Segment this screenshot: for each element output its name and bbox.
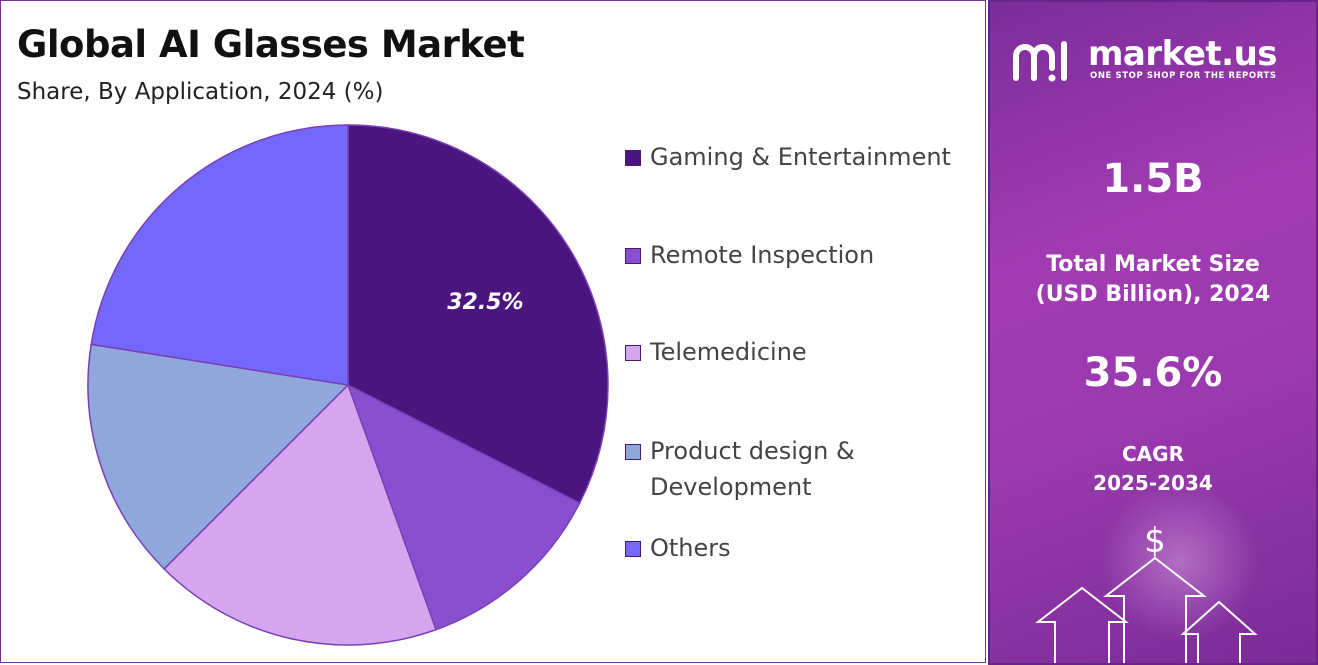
cagr-label: CAGR [1122,442,1184,466]
market-size-label-line2: (USD Billion), 2024 [1035,282,1271,307]
legend-label: Telemedicine [650,338,807,366]
legend-item-remote-inspection: Remote Inspection [625,237,874,273]
cagr-value: 35.6% [1083,350,1223,396]
chart-title: Global AI Glasses Market [17,23,525,66]
growth-arrows-graphic: $ [1035,521,1258,663]
legend-swatch [625,248,641,264]
brand-logo: market.us ONE STOP SHOP FOR THE REPORTS [1012,34,1302,88]
legend-item-product-design: Product design & Development [625,433,855,505]
market-us-logo-icon [1013,41,1067,82]
up-arrow-icon [1180,600,1258,663]
pie-slice-others [90,124,349,386]
pie-slice-telemedicine [163,383,438,646]
brand-tagline: ONE STOP SHOP FOR THE REPORTS [1090,71,1277,81]
pie-data-label: 32.5% [447,290,523,315]
chart-panel: Global AI Glasses Market Share, By Appli… [0,0,986,663]
chart-legend: Gaming & Entertainment Remote Inspection… [625,1,975,664]
legend-item-telemedicine: Telemedicine [625,334,807,370]
cagr-period: 2025-2034 [1093,471,1213,495]
pie-chart: 32.5% [87,124,609,646]
market-size-label-line1: Total Market Size [1046,252,1260,277]
pie-slice-product-design-development [87,343,350,570]
pie-slice-remote-inspection [346,383,581,631]
up-arrow-icon [1103,556,1207,663]
dollar-icon: $ [1144,521,1166,561]
legend-label: Others [650,534,731,562]
market-size-value: 1.5B [1102,156,1204,202]
legend-label: Gaming & Entertainment [650,143,951,171]
legend-swatch [625,541,641,557]
legend-item-gaming: Gaming & Entertainment [625,139,951,175]
pie-slice-gaming-entertainment [347,124,609,505]
legend-swatch [625,150,641,166]
legend-swatch [625,444,641,460]
legend-item-others: Others [625,530,731,566]
brand-name: market.us [1088,34,1278,74]
legend-label: Remote Inspection [650,241,875,269]
chart-subtitle: Share, By Application, 2024 (%) [17,79,384,105]
up-arrow-icon [1035,586,1129,663]
legend-label: Product design & Development [650,437,855,501]
legend-swatch [625,345,641,361]
summary-panel: market.us ONE STOP SHOP FOR THE REPORTS … [988,0,1318,665]
